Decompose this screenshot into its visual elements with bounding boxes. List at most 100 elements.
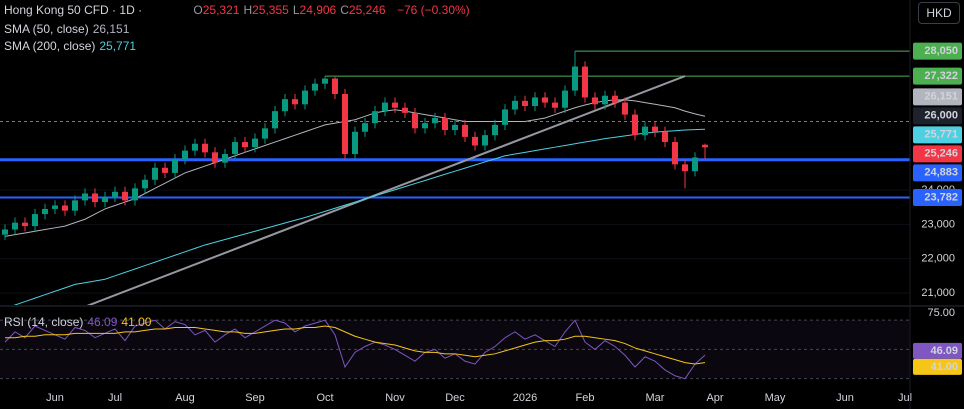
x-tick-label: 2026: [513, 392, 537, 404]
candle-body: [622, 102, 628, 115]
price-label: 23,782: [924, 191, 958, 203]
rsi-label: 46.09: [930, 345, 958, 357]
rsi-title: RSI (14, close): [4, 315, 84, 329]
price-label: 25,771: [924, 129, 958, 141]
candle-body: [452, 124, 458, 131]
ohlc-value: 25,321: [202, 3, 240, 17]
candle-body: [362, 123, 368, 132]
candle-body: [582, 66, 588, 98]
candle-body: [502, 109, 508, 125]
candle-body: [42, 208, 48, 215]
x-tick-label: May: [765, 392, 786, 404]
candle-body: [642, 126, 648, 136]
x-tick-label: Nov: [385, 392, 405, 404]
candle-body: [652, 126, 658, 132]
price-label-bg: [913, 107, 962, 125]
rsi-label-bg: [913, 358, 962, 375]
x-tick-label: Jun: [46, 392, 64, 404]
rsi-line: [5, 325, 706, 365]
x-tick-label: Dec: [445, 392, 465, 404]
rsi-value: 46.09: [87, 315, 118, 329]
price-label-bg: [913, 189, 962, 207]
currency-button[interactable]: HKD: [918, 2, 960, 24]
candle-body: [222, 154, 228, 163]
legend-name: SMA (50, close): [4, 22, 89, 36]
ohlc-value: 24,906: [299, 3, 337, 17]
candle-body: [62, 205, 68, 211]
candle-body: [442, 118, 448, 131]
candle-body: [12, 222, 18, 230]
candle-body: [612, 95, 618, 103]
candle-body: [662, 131, 668, 143]
price-label: 28,050: [924, 45, 958, 57]
candle-body: [2, 229, 8, 235]
x-tick-label: Apr: [706, 392, 723, 404]
ohlc-key: L: [292, 3, 300, 17]
price-label: 25,246: [924, 148, 958, 160]
candle-body: [602, 95, 608, 105]
symbol: Hong Kong 50 CFD · 1D ·: [4, 3, 143, 17]
candle-body: [332, 78, 338, 95]
candle-body: [112, 191, 118, 197]
candle-body: [672, 142, 678, 165]
rsi-legend: RSI (14, close) 46.09 41.00: [4, 315, 155, 329]
candle-body: [182, 150, 188, 160]
price-pane: [0, 50, 910, 305]
rsi-tick-label: 75.00: [927, 307, 955, 319]
x-tick-label: Mar: [646, 392, 665, 404]
price-label-bg: [913, 67, 962, 85]
price-label-bg: [913, 126, 962, 144]
candle-body: [142, 179, 148, 189]
sma50-legend: SMA (50, close) 26,151: [4, 22, 133, 36]
candle-body: [562, 90, 568, 108]
candle-body: [292, 99, 298, 105]
header: Hong Kong 50 CFD · 1D · O25,321 H25,355 L2…: [4, 3, 474, 17]
ohlc-key: H: [243, 3, 253, 17]
candle-body: [302, 90, 308, 105]
candle-body: [382, 102, 388, 112]
candle-body: [492, 124, 498, 136]
price-label-bg: [913, 164, 962, 182]
candle-body: [682, 164, 688, 172]
candle-body: [122, 191, 128, 201]
y-tick-label: 22,000: [921, 253, 955, 265]
sma-line: [4, 99, 706, 237]
candle-body: [522, 100, 528, 107]
ohlc-value: 25,246: [348, 3, 386, 17]
candle-body: [372, 111, 378, 124]
candle-body: [22, 222, 28, 227]
candle-body: [402, 107, 408, 113]
ohlc-key: C: [340, 3, 349, 17]
candle-body: [132, 188, 138, 201]
sma200-legend: SMA (200, close) 25,771: [4, 39, 140, 53]
candle-body: [202, 143, 208, 153]
legend-value: 25,771: [99, 39, 137, 53]
candle-body: [342, 94, 348, 155]
candle-body: [692, 157, 698, 172]
x-tick-label: Jul: [108, 392, 122, 404]
y-tick-label: 21,000: [921, 287, 955, 299]
change: −76 (−0.30%): [396, 3, 470, 17]
candle-body: [392, 102, 398, 108]
candle-body: [282, 99, 288, 112]
candle-body: [152, 167, 158, 180]
candle-body: [322, 78, 328, 84]
candle-body: [262, 128, 268, 139]
candle-body: [472, 136, 478, 146]
candle-body: [232, 142, 238, 155]
price-label-bg: [913, 88, 962, 106]
candle-body: [412, 112, 418, 129]
candle-body: [312, 83, 318, 91]
candle-body: [252, 138, 258, 148]
y-tick-label: 23,000: [921, 218, 955, 230]
candle-body: [572, 66, 578, 91]
candle-body: [552, 102, 558, 108]
ohlc: O25,321 H25,355 L24,906 C25,246: [193, 3, 389, 17]
price-label-bg: [913, 145, 962, 163]
candle-body: [72, 200, 78, 211]
price-label: 27,322: [924, 70, 958, 82]
candle-body: [482, 135, 488, 146]
price-label: 26,151: [924, 91, 958, 103]
